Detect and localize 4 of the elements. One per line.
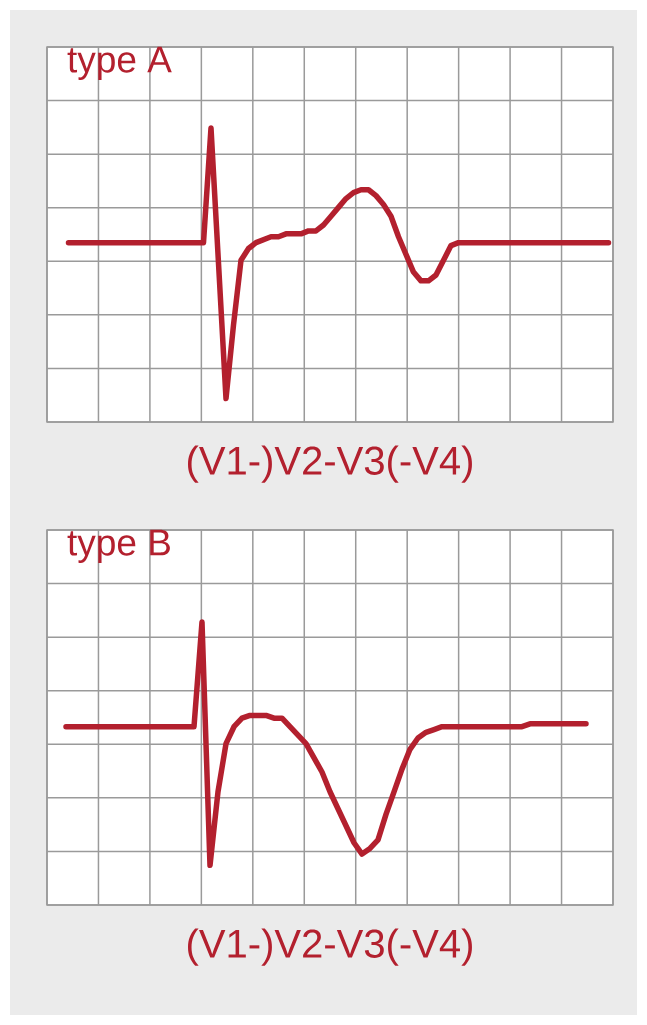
chart-title: type A: [67, 46, 172, 80]
chart-title: type B: [67, 529, 170, 563]
x-axis-title: (V1-)V2-V3(-V4): [188, 928, 472, 966]
x-axis-title: (V1-)V2-V3(-V4): [188, 445, 472, 483]
